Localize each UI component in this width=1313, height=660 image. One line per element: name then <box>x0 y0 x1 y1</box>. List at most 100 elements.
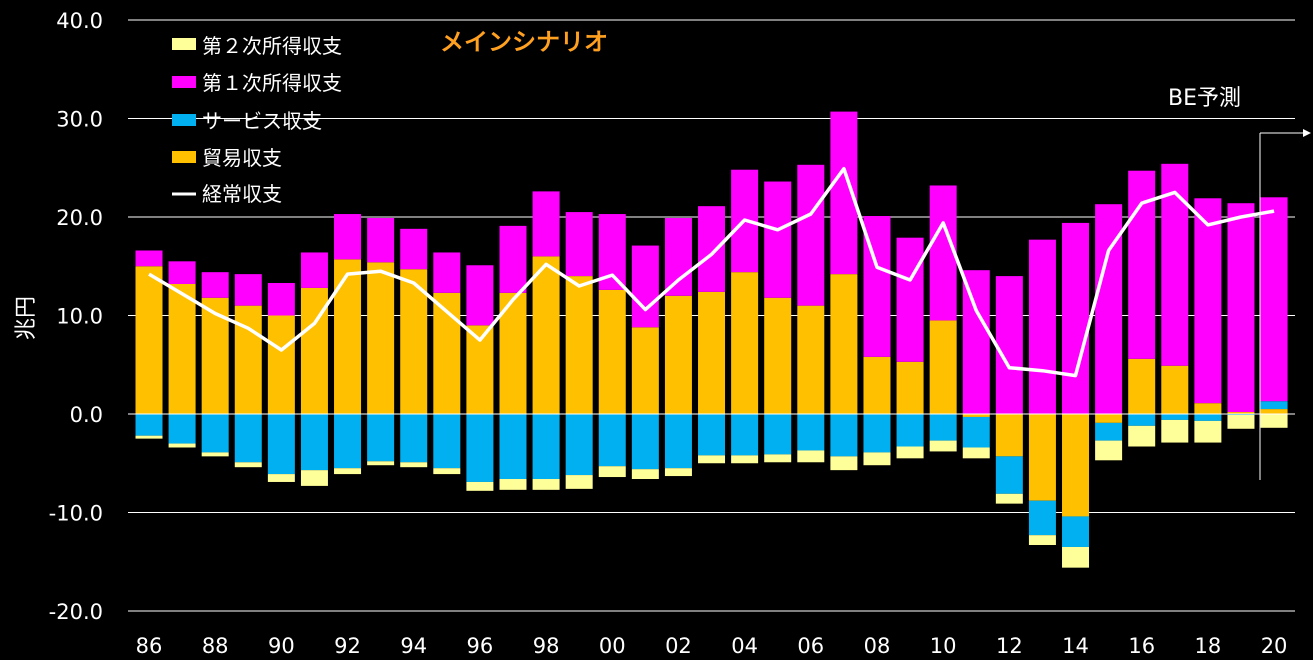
x-tick-label: 08 <box>864 634 891 658</box>
bar-secondary-income <box>400 462 428 468</box>
bar-secondary-income <box>1161 419 1189 443</box>
bar-services <box>433 414 461 469</box>
x-tick-label: 04 <box>731 634 758 658</box>
bar-primary-income <box>334 214 362 260</box>
current-account-line <box>148 166 1275 378</box>
bar-services <box>234 414 262 463</box>
bar-primary-income <box>532 191 560 257</box>
bar-secondary-income <box>664 468 692 477</box>
y-tick-label: 30.0 <box>56 108 103 132</box>
bar-trade <box>631 327 659 414</box>
bar-trade <box>698 291 726 414</box>
forecast-arrow-head <box>1303 129 1311 137</box>
bar-secondary-income <box>929 440 957 452</box>
bar-secondary-income <box>1260 414 1288 428</box>
bar-trade <box>1062 414 1090 517</box>
bar-secondary-income <box>1028 535 1056 546</box>
bar-trade <box>234 305 262 414</box>
bar-primary-income <box>1260 197 1288 402</box>
bar-trade <box>797 305 825 414</box>
bar-primary-income <box>234 274 262 306</box>
bar-primary-income <box>764 181 792 298</box>
bar-secondary-income <box>367 461 395 466</box>
forecast-annotation: BE予測 <box>1168 86 1241 111</box>
bar-trade <box>1128 358 1156 414</box>
bar-secondary-income <box>631 469 659 480</box>
legend-swatch-trade <box>172 151 196 163</box>
bar-services <box>764 414 792 455</box>
x-tick-label: 10 <box>930 634 957 658</box>
x-tick-label: 16 <box>1128 634 1155 658</box>
bar-trade <box>1260 409 1288 414</box>
bar-primary-income <box>631 245 659 328</box>
bar-trade <box>1161 365 1189 414</box>
bar-trade <box>1227 412 1255 414</box>
legend-label-trade: 貿易収支 <box>202 146 282 170</box>
bar-services <box>1260 401 1288 410</box>
x-tick-label: 12 <box>996 634 1023 658</box>
legend: 第２次所得収支 第１次所得収支 サービス収支 貿易収支 経常収支 <box>172 34 342 206</box>
chart-title: メインシナリオ <box>440 28 608 56</box>
bar-services <box>995 456 1023 494</box>
bar-secondary-income <box>797 450 825 463</box>
bar-primary-income <box>201 272 229 298</box>
bar-services <box>1095 422 1123 441</box>
y-tick-label: -20.0 <box>49 600 103 624</box>
legend-swatch-services <box>172 114 196 126</box>
bar-secondary-income <box>433 468 461 475</box>
bar-secondary-income <box>1095 440 1123 461</box>
bar-secondary-income <box>698 455 726 464</box>
x-tick-label: 96 <box>467 634 494 658</box>
bar-secondary-income <box>896 446 924 459</box>
bar-trade <box>367 262 395 414</box>
x-tick-label: 06 <box>797 634 824 658</box>
bar-trade <box>995 414 1023 457</box>
bar-services <box>300 414 328 471</box>
y-tick-label: 0.0 <box>70 403 103 427</box>
bar-trade <box>334 259 362 414</box>
bar-primary-income <box>300 252 328 288</box>
bar-services <box>334 414 362 469</box>
x-tick-label: 86 <box>136 634 163 658</box>
bar-secondary-income <box>267 474 295 482</box>
bar-trade <box>830 274 858 414</box>
bar-primary-income <box>1028 239 1056 414</box>
y-tick-label: -10.0 <box>49 502 103 526</box>
bar-services <box>400 414 428 463</box>
forecast-marker <box>1259 129 1311 480</box>
bar-secondary-income <box>1128 425 1156 447</box>
bar-services <box>1028 500 1056 536</box>
bar-primary-income <box>466 265 494 326</box>
legend-label-services: サービス収支 <box>202 109 322 133</box>
bar-services <box>830 414 858 457</box>
bar-trade <box>532 256 560 414</box>
bar-secondary-income <box>466 481 494 491</box>
bar-trade <box>1028 414 1056 501</box>
bar-primary-income <box>267 282 295 316</box>
bar-secondary-income <box>863 452 891 466</box>
bar-trade <box>896 361 924 414</box>
bar-services <box>896 414 924 447</box>
bar-services <box>267 414 295 475</box>
bar-services <box>565 414 593 476</box>
bar-secondary-income <box>234 462 262 468</box>
bar-primary-income <box>1062 222 1090 414</box>
bar-primary-income <box>995 276 1023 414</box>
bar-trade <box>267 315 295 414</box>
bar-secondary-income <box>300 470 328 486</box>
bar-secondary-income <box>598 466 626 478</box>
bar-trade <box>1095 414 1123 423</box>
bar-primary-income <box>367 217 395 263</box>
bar-secondary-income <box>731 455 759 464</box>
bar-secondary-income <box>1062 546 1090 568</box>
y-axis-label: 兆円 <box>14 296 39 340</box>
x-tick-label: 94 <box>400 634 427 658</box>
x-tick-label: 98 <box>533 634 560 658</box>
bar-trade <box>400 269 428 414</box>
y-tick-label: 10.0 <box>56 305 103 329</box>
bar-services <box>731 414 759 456</box>
bar-trade <box>764 297 792 414</box>
bar-trade <box>962 414 990 417</box>
bar-services <box>962 416 990 448</box>
